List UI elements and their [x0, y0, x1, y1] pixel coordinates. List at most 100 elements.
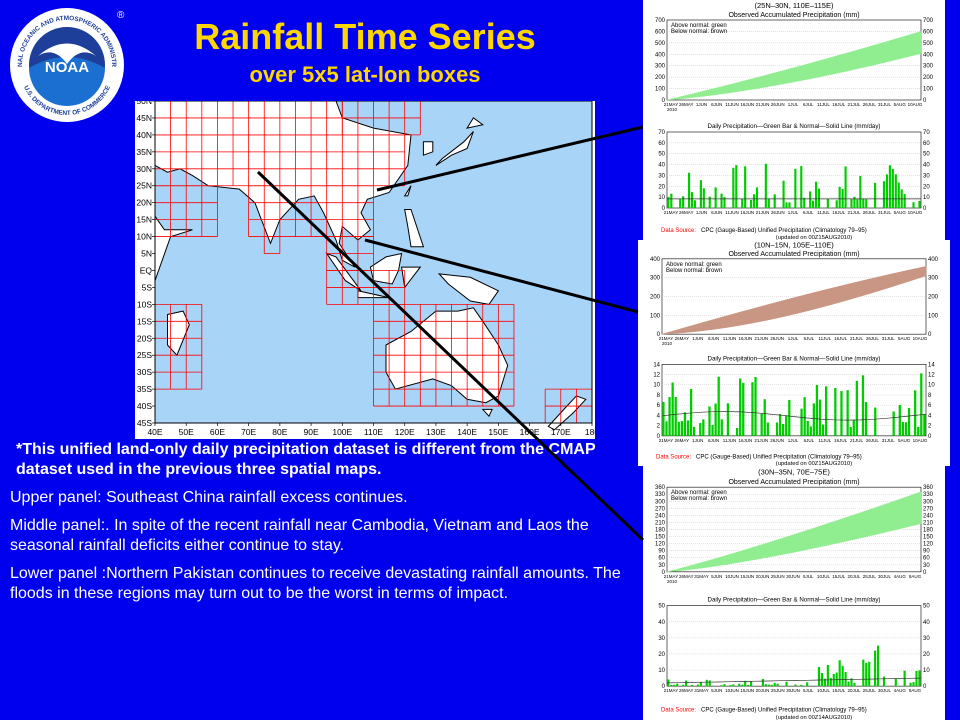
daily-bar	[689, 389, 693, 436]
daily-x-tick: 20JUN	[756, 688, 770, 693]
daily-x-tick: 26JUL	[863, 210, 877, 215]
daily-bar	[744, 166, 747, 208]
daily-bar	[826, 198, 829, 208]
lat-label: 40N	[136, 130, 152, 140]
acc-x-tick: 31MAY	[694, 574, 708, 579]
daily-bar	[861, 375, 865, 436]
daily-bar	[856, 199, 859, 208]
daily-x-tick: 11JUN	[723, 438, 736, 443]
daily-bar	[749, 199, 753, 208]
acc-y-tick-right: 600	[923, 29, 934, 35]
daily-bar	[677, 421, 680, 436]
acc-y-tick-left: 200	[655, 75, 666, 81]
lon-label: 90E	[304, 427, 319, 437]
daily-bar	[812, 200, 815, 208]
lat-label: 30N	[136, 164, 152, 174]
data-source-label: Data Source:	[656, 454, 691, 460]
daily-bar	[862, 659, 865, 687]
daily-y-tick-right: 30	[923, 636, 930, 642]
note-upper-panel: Upper panel: Southeast China rainfall ex…	[10, 489, 408, 506]
daily-bar	[682, 684, 685, 687]
daily-y-tick-right: 6	[928, 403, 932, 409]
lat-label: 25S	[137, 350, 152, 360]
daily-y-tick-left: 6	[657, 403, 661, 409]
daily-bar	[855, 380, 858, 436]
daily-bar	[763, 399, 766, 436]
acc-x-tick: 30JUN	[786, 574, 800, 579]
daily-bar	[690, 685, 694, 687]
daily-bar	[838, 186, 841, 208]
daily-bar	[846, 390, 849, 436]
acc-y-tick-right: 120	[923, 542, 934, 548]
acc-y-tick-left: 150	[655, 535, 666, 541]
daily-y-tick-left: 10	[653, 383, 660, 389]
daily-y-tick-right: 20	[923, 652, 930, 658]
acc-x-tick: 31JUL	[882, 336, 896, 341]
daily-y-tick-left: 0	[662, 684, 666, 690]
acc-y-tick-left: 700	[655, 18, 666, 24]
daily-bar	[668, 396, 671, 436]
daily-x-tick: 5AUG	[894, 210, 907, 215]
lat-label: 40S	[137, 401, 152, 411]
acc-x-tick: 20JUN	[756, 574, 770, 579]
daily-y-tick-right: 4	[928, 413, 932, 419]
daily-bar	[834, 388, 837, 436]
daily-bar	[800, 166, 803, 208]
daily-y-tick-left: 20	[658, 652, 665, 658]
acc-y-tick-left: 30	[658, 563, 665, 569]
acc-x-tick: 11JUN	[725, 102, 738, 107]
daily-x-tick: 1JUN	[696, 210, 707, 215]
legend-below: Below normal: brown	[666, 268, 722, 274]
acc-x-tick: 15JUN	[740, 574, 754, 579]
daily-bar	[920, 373, 923, 436]
daily-bar	[687, 172, 691, 208]
daily-bar	[864, 401, 868, 436]
acc-x-year: 2010	[662, 341, 673, 346]
daily-bar	[764, 163, 767, 208]
daily-bar	[788, 202, 791, 208]
daily-bar	[817, 667, 821, 687]
panel-lower: (30N–35N, 70E–75E) Observed Accumulated P…	[643, 466, 945, 720]
panel-region: (25N–30N, 110E–115E)	[755, 1, 834, 10]
acc-x-tick: 10JUN	[725, 574, 739, 579]
acc-y-tick-left: 400	[655, 52, 666, 58]
acc-x-tick: 21JUN	[756, 102, 770, 107]
daily-bar	[806, 682, 809, 687]
lon-label: 110E	[364, 427, 384, 437]
note-middle-panel: Middle panel:. In spite of the recent ra…	[10, 517, 589, 554]
daily-bar	[702, 419, 705, 436]
panel-daily-title: Daily Precipitation—Green Bar & Normal—S…	[708, 123, 881, 130]
acc-x-tick: 15JUL	[832, 574, 846, 579]
lat-label: 45N	[136, 113, 152, 123]
slide-notes: *This unified land-only daily precipitat…	[10, 440, 640, 612]
daily-bar	[817, 188, 821, 208]
daily-bar	[754, 377, 757, 436]
daily-bar	[782, 423, 785, 436]
slide-subtitle: over 5x5 lat-lon boxes	[249, 62, 481, 87]
acc-y-tick-right: 0	[923, 570, 927, 576]
lat-lon-box-map: 50N 45N 40N 35N 30N 25N 20N 15N 10N 5N EQ 5S 10S 15S 2…	[135, 101, 595, 439]
daily-x-tick: 10AUG	[913, 438, 928, 443]
acc-y-tick-right: 210	[923, 520, 934, 526]
daily-bar	[671, 382, 674, 436]
daily-x-tick: 10JUN	[725, 688, 739, 693]
daily-y-tick-right: 50	[923, 604, 930, 610]
daily-bar	[826, 664, 829, 687]
panel-middle: (10N–15N, 105E–110E) Observed Accumulated…	[638, 240, 950, 466]
daily-x-tick: 1JUL	[788, 210, 799, 215]
daily-y-tick-right: 10	[923, 668, 930, 674]
daily-bar	[674, 396, 677, 436]
daily-x-tick: 6JUN	[708, 438, 719, 443]
daily-x-tick: 30JUL	[878, 688, 892, 693]
acc-x-tick: 21MAY	[659, 336, 673, 341]
daily-bar	[747, 684, 750, 687]
acc-y-tick-left: 100	[655, 87, 666, 93]
daily-bar	[676, 683, 679, 687]
acc-y-tick-right: 90	[923, 549, 930, 555]
daily-bar	[794, 168, 797, 208]
updated-text: (updated on 00Z14AUG2010)	[776, 715, 852, 720]
daily-bar	[868, 661, 871, 687]
daily-bar	[776, 683, 779, 687]
daily-x-tick: 16JUN	[740, 210, 754, 215]
daily-bar	[785, 202, 788, 208]
